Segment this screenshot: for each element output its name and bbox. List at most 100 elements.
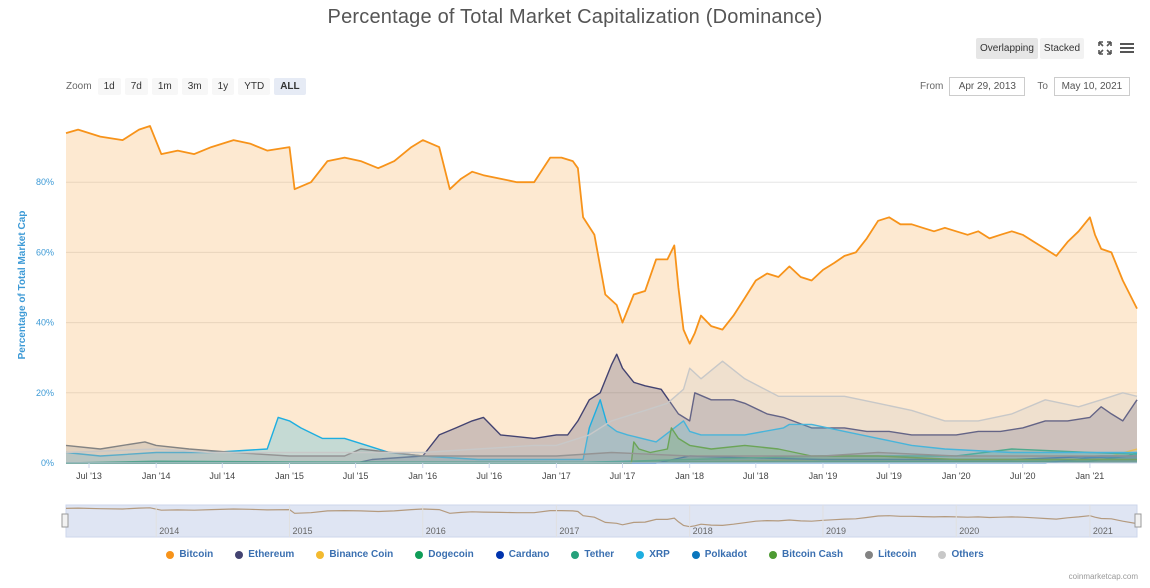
- x-tick-label: Jan '18: [675, 471, 704, 481]
- x-tick-label: Jul '17: [610, 471, 636, 481]
- legend: Bitcoin Ethereum Binance Coin Dogecoin Carda…: [0, 549, 1150, 560]
- series-line-litecoin: [65, 441, 1137, 457]
- hamburger-menu-icon[interactable]: [1119, 40, 1135, 56]
- navigator-year-label: 2016: [426, 526, 446, 536]
- legend-item-tether[interactable]: Tether: [571, 549, 614, 560]
- series-area-xrp: [66, 399, 1137, 463]
- series-line-bitcoin: [65, 125, 1138, 345]
- credit-text: coinmarketcap.com: [1068, 572, 1138, 581]
- stacked-button[interactable]: Stacked: [1039, 38, 1085, 59]
- y-tick-label: 40%: [36, 318, 54, 328]
- x-tick-label: Jan '14: [142, 471, 171, 481]
- legend-marker: [316, 550, 325, 559]
- legend-label: Others: [951, 549, 984, 560]
- legend-label: Litecoin: [878, 549, 917, 560]
- legend-marker: [415, 550, 424, 559]
- navigator-left-handle[interactable]: [61, 513, 69, 528]
- y-tick-label: 60%: [36, 247, 54, 257]
- x-tick-label: Jan '17: [542, 471, 571, 481]
- legend-item-bitcoin-cash[interactable]: Bitcoin Cash: [768, 549, 844, 560]
- x-tick-label: Jan '15: [275, 471, 304, 481]
- legend-item-xrp[interactable]: XRP: [636, 549, 670, 560]
- dominance-chart: 0% 20% 40% 60% 80% Jul '13 Jan '14 Jul '14 Jan '…: [17, 125, 1142, 538]
- to-label: To: [1037, 81, 1048, 92]
- axes: 0% 20% 40% 60% 80% Jul '13 Jan '14 Jul '14 Jan '…: [36, 177, 1137, 481]
- legend-item-cardano[interactable]: Cardano: [495, 549, 550, 560]
- series-area-cardano: [66, 456, 1137, 463]
- zoom-bar: Zoom 1d 7d 1m 3m 1y YTD ALL: [66, 78, 306, 95]
- x-tick-label: Jul '13: [76, 471, 102, 481]
- y-axis-label: Percentage of Total Market Cap: [17, 211, 28, 360]
- legend-label: Polkadot: [704, 549, 747, 560]
- legend-marker: [938, 550, 947, 559]
- legend-label: Ethereum: [248, 549, 295, 560]
- legend-label: Cardano: [508, 549, 550, 560]
- legend-marker: [495, 550, 504, 559]
- legend-label: Dogecoin: [428, 549, 474, 560]
- from-label: From: [920, 81, 944, 92]
- series-areas: [65, 125, 1138, 464]
- legend-item-polkadot[interactable]: Polkadot: [691, 549, 747, 560]
- navigator-series: [65, 507, 1138, 528]
- series-area-bitcoin: [66, 126, 1137, 463]
- legend-item-bitcoin[interactable]: Bitcoin: [166, 549, 213, 560]
- legend-label: Bitcoin Cash: [781, 549, 844, 560]
- legend-item-ethereum[interactable]: Ethereum: [235, 549, 294, 560]
- zoom-all-button[interactable]: ALL: [274, 78, 306, 95]
- zoom-ytd-button[interactable]: YTD: [238, 78, 271, 95]
- x-tick-label: Jul '20: [1010, 471, 1036, 481]
- mode-toggle: Overlapping Stacked: [976, 38, 1085, 59]
- fullscreen-icon[interactable]: [1097, 40, 1113, 56]
- legend-label: XRP: [649, 549, 670, 560]
- zoom-7d-button[interactable]: 7d: [124, 78, 148, 95]
- legend-marker: [571, 550, 580, 559]
- x-tick-label: Jul '19: [876, 471, 902, 481]
- navigator-year-label: 2021: [1093, 526, 1113, 536]
- series-area-others: [66, 361, 1137, 463]
- navigator[interactable]: 2014 2015 2016 2017 2018 2019 2020 2021: [61, 504, 1142, 538]
- y-tick-label: 0%: [41, 458, 54, 468]
- navigator-year-label: 2017: [559, 526, 579, 536]
- overlapping-button[interactable]: Overlapping: [976, 38, 1038, 59]
- navigator-year-label: 2020: [959, 526, 979, 536]
- navigator-year-label: 2015: [292, 526, 312, 536]
- legend-label: Binance Coin: [329, 549, 394, 560]
- legend-label: Bitcoin: [179, 549, 214, 560]
- navigator-year-label: 2019: [826, 526, 846, 536]
- legend-marker: [865, 550, 874, 559]
- series-area-tether: [66, 449, 1137, 463]
- legend-item-others[interactable]: Others: [938, 549, 984, 560]
- x-tick-label: Jul '16: [476, 471, 502, 481]
- legend-item-binance-coin[interactable]: Binance Coin: [316, 549, 393, 560]
- navigator-year-label: 2018: [693, 526, 713, 536]
- from-date-input[interactable]: Apr 29, 2013: [949, 77, 1026, 96]
- x-tick-label: Jul '14: [209, 471, 235, 481]
- legend-marker: [166, 550, 175, 559]
- series-line-ethereum: [66, 353, 1138, 464]
- legend-marker: [636, 550, 645, 559]
- series-line-bitcoin-cash: [66, 427, 1137, 464]
- legend-marker: [768, 550, 777, 559]
- legend-label: Tether: [584, 549, 615, 560]
- zoom-1d-button[interactable]: 1d: [97, 78, 121, 95]
- navigator-right-handle[interactable]: [1134, 513, 1142, 528]
- series-area-litecoin: [66, 441, 1137, 463]
- zoom-1m-button[interactable]: 1m: [151, 78, 178, 95]
- x-tick-label: Jul '15: [343, 471, 369, 481]
- x-tick-label: Jan '21: [1076, 471, 1105, 481]
- zoom-1y-button[interactable]: 1y: [211, 78, 235, 95]
- zoom-label: Zoom: [66, 81, 92, 92]
- navigator-year-label: 2014: [159, 526, 179, 536]
- y-tick-label: 20%: [36, 388, 54, 398]
- x-tick-label: Jan '16: [408, 471, 437, 481]
- x-tick-label: Jul '18: [743, 471, 769, 481]
- zoom-3m-button[interactable]: 3m: [181, 78, 208, 95]
- x-tick-label: Jan '19: [809, 471, 838, 481]
- legend-item-litecoin[interactable]: Litecoin: [865, 549, 916, 560]
- to-date-input[interactable]: May 10, 2021: [1053, 77, 1130, 96]
- legend-item-dogecoin[interactable]: Dogecoin: [415, 549, 474, 560]
- chart-title: Percentage of Total Market Capitalizatio…: [327, 6, 823, 28]
- series-line-others: [65, 360, 1138, 454]
- y-tick-label: 80%: [36, 177, 54, 187]
- date-range: From Apr 29, 2013 To May 10, 2021: [920, 77, 1130, 96]
